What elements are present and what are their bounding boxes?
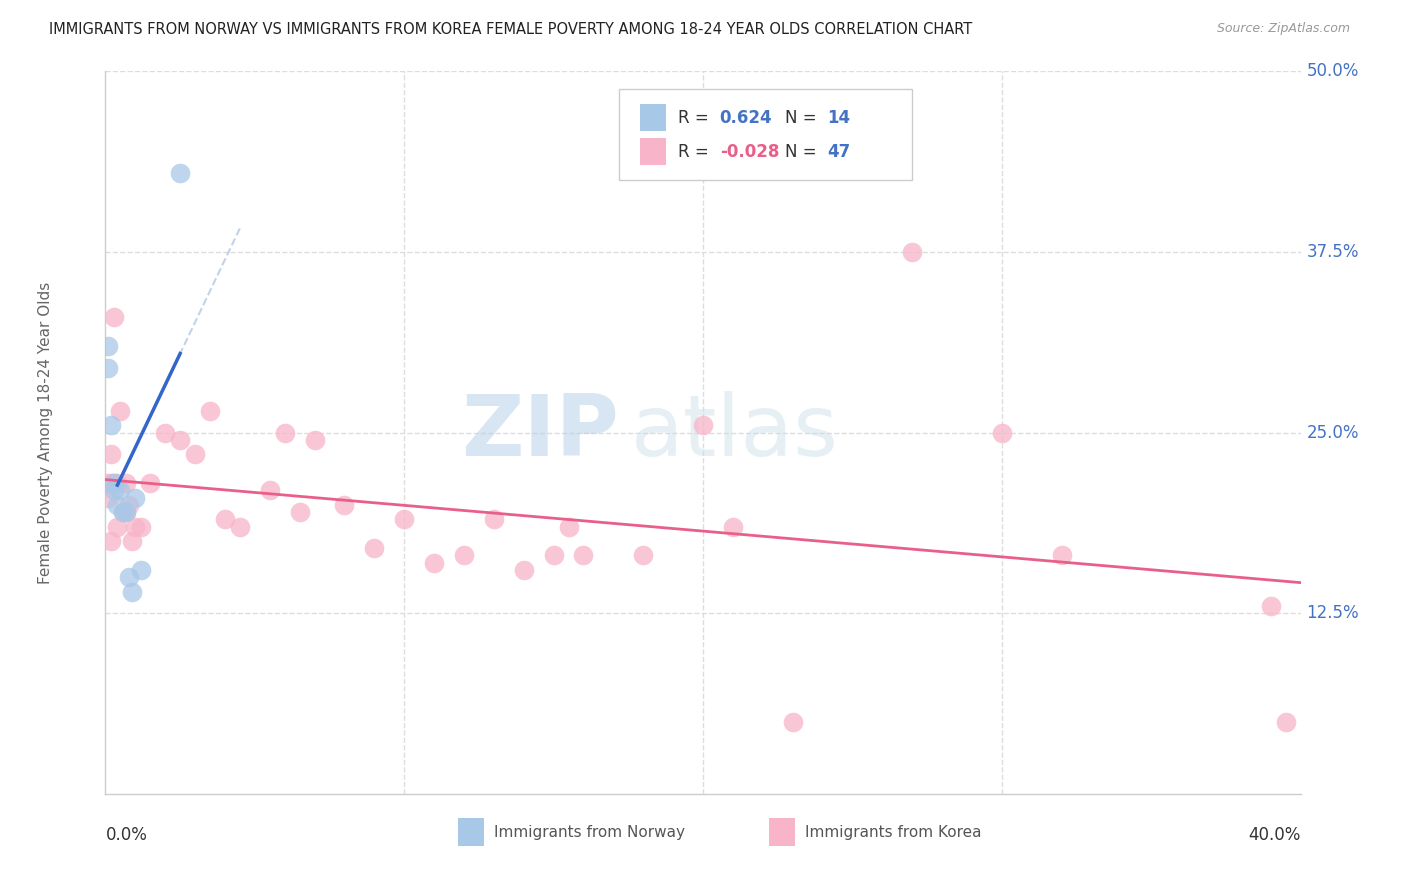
Text: IMMIGRANTS FROM NORWAY VS IMMIGRANTS FROM KOREA FEMALE POVERTY AMONG 18-24 YEAR : IMMIGRANTS FROM NORWAY VS IMMIGRANTS FRO… xyxy=(49,22,973,37)
Point xyxy=(118,498,141,512)
Point xyxy=(97,491,120,505)
Text: 25.0%: 25.0% xyxy=(1306,424,1360,442)
Point xyxy=(273,425,295,440)
Point xyxy=(100,418,122,433)
Point xyxy=(129,519,153,533)
Point xyxy=(103,483,125,498)
Text: Immigrants from Norway: Immigrants from Norway xyxy=(494,825,685,839)
Point xyxy=(155,425,177,440)
Text: N =: N = xyxy=(786,109,817,127)
Point xyxy=(333,498,356,512)
Point xyxy=(97,339,120,353)
Text: Female Poverty Among 18-24 Year Olds: Female Poverty Among 18-24 Year Olds xyxy=(38,282,53,583)
FancyBboxPatch shape xyxy=(619,89,912,180)
FancyBboxPatch shape xyxy=(769,819,794,846)
Point xyxy=(633,549,655,563)
Point xyxy=(782,714,804,729)
Point xyxy=(112,505,135,519)
Point xyxy=(482,512,505,526)
Point xyxy=(288,505,311,519)
Point xyxy=(103,310,125,324)
Point xyxy=(129,563,153,577)
Point xyxy=(112,505,135,519)
Text: Source: ZipAtlas.com: Source: ZipAtlas.com xyxy=(1216,22,1350,36)
Point xyxy=(572,549,595,563)
Point xyxy=(259,483,281,498)
Point xyxy=(103,476,125,491)
Text: 14: 14 xyxy=(827,109,851,127)
Point xyxy=(139,476,162,491)
Point xyxy=(721,519,744,533)
Point xyxy=(107,498,129,512)
Text: 40.0%: 40.0% xyxy=(1249,826,1301,845)
Point xyxy=(543,549,565,563)
Point xyxy=(304,433,326,447)
Point xyxy=(100,476,122,491)
Text: 0.624: 0.624 xyxy=(720,109,772,127)
Point xyxy=(169,433,191,447)
Point xyxy=(229,519,252,533)
Point xyxy=(124,491,146,505)
Point xyxy=(107,476,129,491)
Text: -0.028: -0.028 xyxy=(720,143,779,161)
Point xyxy=(1050,549,1073,563)
Text: 0.0%: 0.0% xyxy=(105,826,148,845)
Point xyxy=(198,404,221,418)
Point xyxy=(110,483,132,498)
Point xyxy=(692,418,714,433)
Text: R =: R = xyxy=(678,143,709,161)
Point xyxy=(124,519,146,533)
Point xyxy=(121,533,143,548)
Point xyxy=(214,512,236,526)
FancyBboxPatch shape xyxy=(640,103,666,131)
Point xyxy=(100,447,122,461)
Text: atlas: atlas xyxy=(631,391,839,475)
Text: 37.5%: 37.5% xyxy=(1306,243,1360,261)
Point xyxy=(121,584,143,599)
Text: R =: R = xyxy=(678,109,709,127)
Point xyxy=(100,533,122,548)
Point xyxy=(103,476,125,491)
Text: 47: 47 xyxy=(827,143,851,161)
Point xyxy=(97,360,120,375)
Point xyxy=(453,549,475,563)
Point xyxy=(184,447,207,461)
Point xyxy=(107,519,129,533)
Point xyxy=(557,519,579,533)
Text: 50.0%: 50.0% xyxy=(1306,62,1360,80)
Point xyxy=(901,244,924,259)
Point xyxy=(115,505,138,519)
FancyBboxPatch shape xyxy=(458,819,484,846)
FancyBboxPatch shape xyxy=(640,138,666,165)
Point xyxy=(110,404,132,418)
Point xyxy=(118,570,141,584)
Text: Immigrants from Korea: Immigrants from Korea xyxy=(804,825,981,839)
Text: N =: N = xyxy=(786,143,817,161)
Point xyxy=(423,556,446,570)
Point xyxy=(169,165,191,179)
Point xyxy=(990,425,1012,440)
Text: 12.5%: 12.5% xyxy=(1306,604,1360,623)
Point xyxy=(115,505,138,519)
Point xyxy=(1274,714,1296,729)
Text: ZIP: ZIP xyxy=(461,391,619,475)
Point xyxy=(513,563,536,577)
Point xyxy=(394,512,416,526)
Point xyxy=(97,476,120,491)
Point xyxy=(115,476,138,491)
Point xyxy=(363,541,385,556)
Point xyxy=(1260,599,1282,613)
